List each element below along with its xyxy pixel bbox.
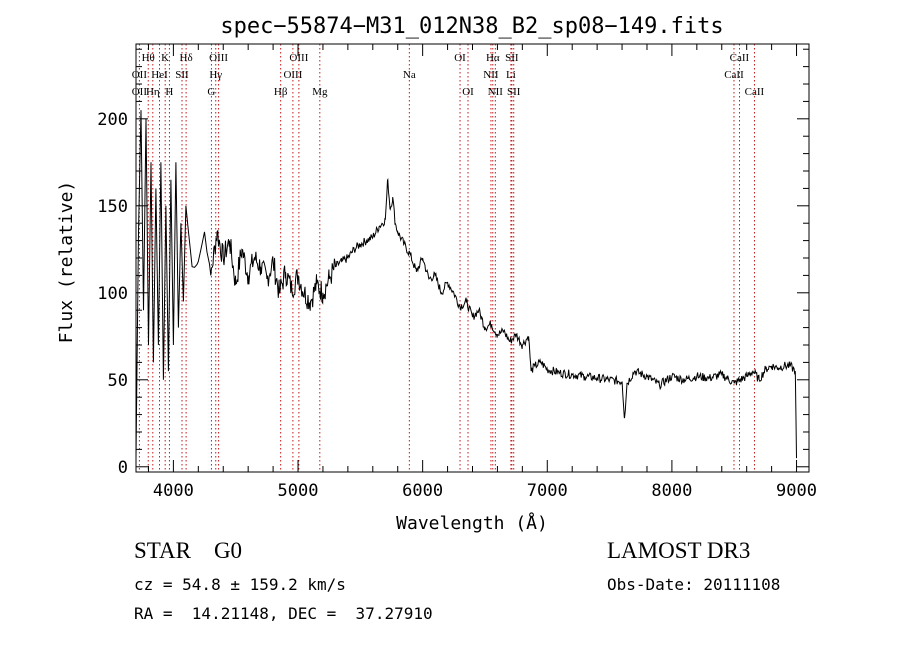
line-marker-label: OII <box>132 86 148 98</box>
line-marker-label: CaII <box>745 86 765 98</box>
x-tick-label: 4000 <box>153 481 194 501</box>
line-marker-label: Hδ <box>180 52 193 64</box>
line-marker-label: NII <box>483 69 499 81</box>
x-axis-label: Wavelength (Å) <box>396 512 548 534</box>
x-tick-label: 7000 <box>527 481 568 501</box>
line-marker-label: G <box>207 86 215 98</box>
flux-series-line <box>135 110 797 459</box>
redshift-value: cz = 54.8 ± 159.2 km/s <box>134 575 346 594</box>
line-marker-label: SII <box>505 52 519 64</box>
line-marker-label: NII <box>488 86 504 98</box>
line-marker-label: OI <box>462 86 474 98</box>
y-tick-label: 100 <box>97 284 128 304</box>
x-tick-label: 8000 <box>651 481 692 501</box>
line-marker-label: OIII <box>209 52 228 64</box>
line-marker-label: K <box>161 52 169 64</box>
line-marker-label: OIII <box>283 69 302 81</box>
line-marker-label: Hη <box>146 86 160 98</box>
line-marker-label: SII <box>175 69 189 81</box>
line-marker-label: H <box>165 86 173 98</box>
chart-title: spec−55874−M31_012N38_B2_sp08−149.fits <box>220 14 723 39</box>
line-marker-label: Na <box>403 69 416 81</box>
line-marker-label: Hθ <box>142 52 155 64</box>
line-marker-label: OII <box>132 69 148 81</box>
x-axis-ticks: 4000 5000 6000 7000 8000 9000 <box>147 44 817 501</box>
observation-date: Obs-Date: 20111108 <box>607 575 781 594</box>
line-marker-label: SII <box>507 86 521 98</box>
y-tick-label: 200 <box>97 110 128 130</box>
line-marker-label: OIII <box>289 52 308 64</box>
line-marker-label: Hα <box>486 52 500 64</box>
line-marker-label: Li <box>506 69 516 81</box>
line-marker-label: OI <box>454 52 466 64</box>
y-tick-label: 50 <box>108 371 128 391</box>
line-marker-label: CaII <box>724 69 744 81</box>
emission-line-markers <box>138 44 755 472</box>
x-tick-label: 9000 <box>776 481 817 501</box>
y-tick-label: 0 <box>118 458 128 478</box>
y-axis-ticks: 0 50 100 150 200 <box>97 48 809 478</box>
line-marker-label: Hβ <box>274 86 288 98</box>
y-tick-label: 150 <box>97 197 128 217</box>
survey-name: LAMOST DR3 <box>607 538 751 563</box>
y-axis-label: Flux (relative) <box>56 181 77 344</box>
line-marker-label: CaII <box>730 52 750 64</box>
x-tick-label: 6000 <box>402 481 443 501</box>
object-class: STAR G0 <box>134 538 243 563</box>
x-tick-label: 5000 <box>278 481 319 501</box>
coordinates: RA = 14.21148, DEC = 37.27910 <box>134 604 433 623</box>
line-marker-label: HeI <box>151 69 168 81</box>
line-marker-label: Hγ <box>209 69 222 81</box>
plot-frame <box>135 43 810 473</box>
line-marker-label: Mg <box>312 86 328 98</box>
